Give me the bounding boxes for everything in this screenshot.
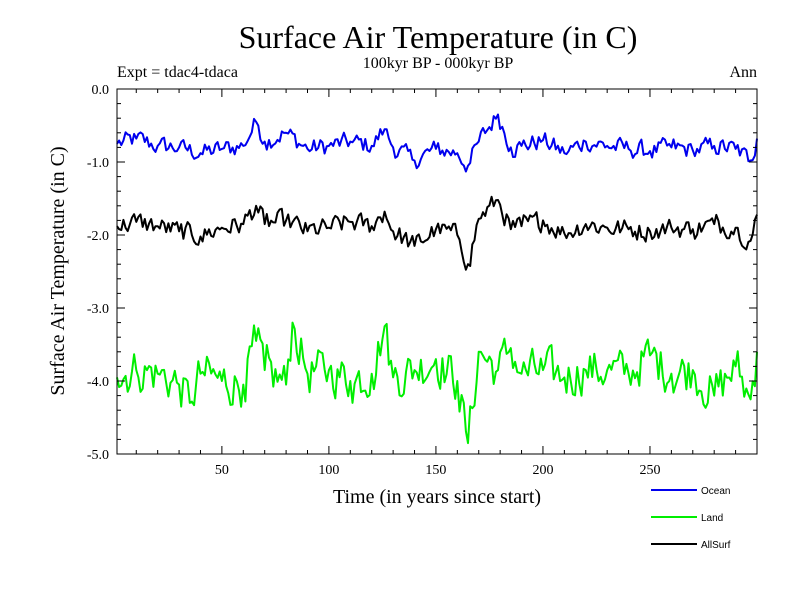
series-line-allsurf xyxy=(116,195,758,271)
legend: Ocean Land AllSurf xyxy=(651,486,731,551)
series-line-land xyxy=(116,321,758,445)
x-tick-label: 100 xyxy=(318,463,339,478)
y-tick-label: -3.0 xyxy=(87,302,109,317)
y-tick-label: -5.0 xyxy=(87,448,109,463)
x-tick-label: 150 xyxy=(425,463,446,478)
axes: 50 100 150 200 250 0.0 -1.0 -2.0 -3.0 -4.0 -5.0 xyxy=(87,83,757,478)
legend-label-allsurf: AllSurf xyxy=(701,540,731,551)
series-line-ocean xyxy=(116,113,758,173)
x-tick-label: 250 xyxy=(639,463,660,478)
legend-label-ocean: Ocean xyxy=(701,486,730,497)
y-tick-label: -2.0 xyxy=(87,229,109,244)
plot-area xyxy=(116,113,758,445)
experiment-label: Expt = tdac4-tdaca xyxy=(117,64,238,81)
chart-subtitle: 100kyr BP - 000kyr BP xyxy=(363,55,514,72)
season-label: Ann xyxy=(729,64,757,81)
y-tick-label: -4.0 xyxy=(87,375,109,390)
plot-frame xyxy=(116,88,758,455)
y-tick-label: 0.0 xyxy=(92,83,110,98)
x-axis-label: Time (in years since start) xyxy=(333,486,541,508)
x-tick-label: 200 xyxy=(532,463,553,478)
chart-title: Surface Air Temperature (in C) xyxy=(239,19,638,55)
y-tick-label: -1.0 xyxy=(87,156,109,171)
y-axis-label: Surface Air Temperature (in C) xyxy=(47,146,69,395)
legend-label-land: Land xyxy=(701,513,723,524)
x-tick-label: 50 xyxy=(215,463,229,478)
